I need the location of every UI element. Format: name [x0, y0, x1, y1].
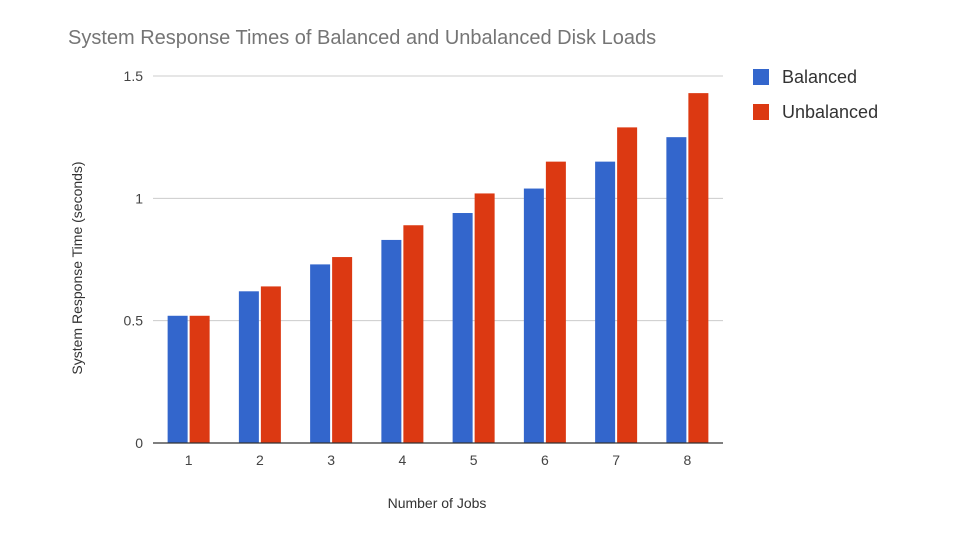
bar-unbalanced-1[interactable] — [189, 315, 210, 443]
y-tick-label: 1 — [135, 190, 143, 206]
legend-label-balanced: Balanced — [782, 67, 857, 87]
bar-unbalanced-3[interactable] — [332, 257, 353, 443]
y-tick-label: 0.5 — [124, 313, 144, 329]
x-axis-label: Number of Jobs — [388, 495, 487, 511]
bar-unbalanced-5[interactable] — [474, 193, 495, 443]
y-axis-ticks: 0 0.5 1 1.5 — [124, 68, 144, 451]
bar-balanced-4[interactable] — [381, 239, 402, 443]
bar-balanced-6[interactable] — [523, 188, 544, 443]
legend-swatch-balanced — [753, 69, 769, 85]
bar-unbalanced-2[interactable] — [260, 286, 281, 443]
x-tick-label: 6 — [541, 452, 549, 468]
bar-balanced-8[interactable] — [666, 137, 687, 443]
gridlines — [153, 75, 723, 322]
y-axis-label: System Response Time (seconds) — [69, 161, 85, 374]
x-tick-label: 3 — [327, 452, 335, 468]
legend-label-unbalanced: Unbalanced — [782, 102, 878, 122]
bar-unbalanced-8[interactable] — [688, 93, 709, 444]
bar-unbalanced-7[interactable] — [617, 127, 638, 443]
x-tick-label: 4 — [398, 452, 406, 468]
bar-balanced-1[interactable] — [167, 315, 188, 443]
bar-unbalanced-6[interactable] — [545, 161, 566, 443]
x-tick-label: 8 — [683, 452, 691, 468]
y-tick-label: 1.5 — [124, 68, 144, 84]
x-tick-label: 7 — [612, 452, 620, 468]
x-tick-label: 2 — [256, 452, 264, 468]
bar-balanced-2[interactable] — [238, 291, 259, 443]
bar-unbalanced-4[interactable] — [403, 225, 424, 443]
y-tick-label: 0 — [135, 435, 143, 451]
x-axis-ticks: 1 2 3 4 5 6 7 8 — [185, 452, 692, 468]
bars — [167, 93, 709, 444]
legend: Balanced Unbalanced — [753, 67, 878, 122]
x-tick-label: 5 — [470, 452, 478, 468]
bar-balanced-3[interactable] — [310, 264, 331, 443]
bar-balanced-7[interactable] — [595, 161, 616, 443]
x-tick-label: 1 — [185, 452, 193, 468]
bar-balanced-5[interactable] — [452, 213, 473, 443]
chart-title: System Response Times of Balanced and Un… — [68, 27, 656, 49]
legend-swatch-unbalanced — [753, 104, 769, 120]
